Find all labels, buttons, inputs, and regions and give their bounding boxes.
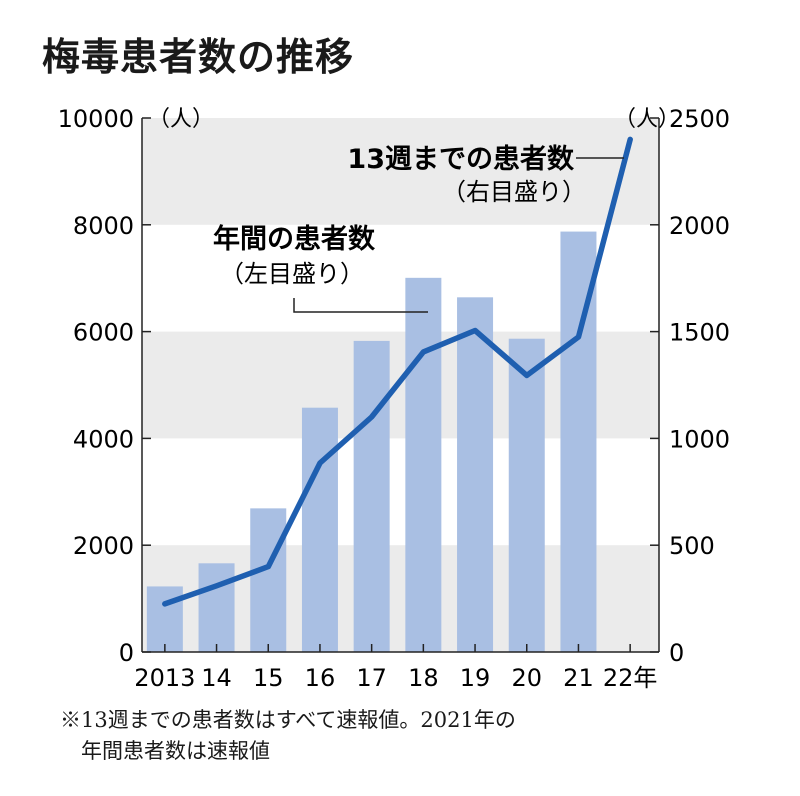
footnote-line-1: ※13週までの患者数はすべて速報値。2021年の	[60, 708, 516, 732]
line-series-label: 13週までの患者数	[347, 144, 575, 175]
bar-series	[146, 231, 597, 653]
right-axis-ticks: 0 500 1000 1500 2000 2500	[650, 105, 730, 667]
left-axis-unit: （人）	[148, 107, 214, 132]
right-axis-unit: （人）	[614, 107, 680, 132]
left-axis-ticks: 0 2000 4000 6000 8000 10000	[58, 105, 151, 667]
x-axis-ticks: 2013 14 15 16 17 18 19 20 21 22年	[134, 644, 657, 692]
chart: 0 2000 4000 6000 8000 10000 0 500 1000 1500 2000 2…	[58, 105, 730, 692]
x-tick-label: 2013	[134, 664, 195, 692]
chart-title: 梅毒患者数の推移	[42, 35, 355, 79]
right-tick-label: 2000	[669, 212, 730, 240]
x-tick-label: 16	[305, 664, 336, 692]
bar-20	[508, 338, 545, 652]
left-tick-label: 6000	[73, 319, 134, 347]
bar-14	[198, 563, 235, 652]
left-tick-label: 8000	[73, 212, 134, 240]
x-tick-label: 14	[201, 664, 232, 692]
right-tick-label: 500	[669, 532, 715, 560]
x-tick-label: 21	[563, 664, 594, 692]
x-tick-label: 19	[460, 664, 491, 692]
bar-2013	[146, 586, 183, 652]
right-tick-label: 1500	[669, 319, 730, 347]
x-tick-label: 15	[253, 664, 284, 692]
band	[142, 118, 659, 225]
callouts: 13週までの患者数 （右目盛り） 年間の患者数 （左目盛り）	[213, 144, 624, 313]
line-series-note: （右目盛り）	[442, 178, 586, 206]
bar-19	[457, 297, 494, 652]
left-tick-label: 2000	[73, 532, 134, 560]
x-tick-label: 20	[511, 664, 542, 692]
footnote-line-2: 年間患者数は速報値	[81, 739, 270, 763]
x-tick-label: 17	[356, 664, 387, 692]
left-tick-label: 0	[119, 639, 134, 667]
bar-16	[301, 407, 338, 652]
footnote: ※13週までの患者数はすべて速報値。2021年の 年間患者数は速報値	[60, 705, 516, 767]
bar-17	[353, 340, 390, 652]
bar-series-note: （左目盛り）	[220, 260, 364, 288]
right-tick-label: 0	[669, 639, 684, 667]
left-tick-label: 10000	[58, 105, 134, 133]
right-tick-label: 1000	[669, 425, 730, 453]
x-tick-label: 22年	[603, 664, 658, 692]
bar-series-label: 年間の患者数	[213, 223, 376, 255]
axes	[141, 118, 660, 653]
left-tick-label: 4000	[73, 425, 134, 453]
bar-15	[250, 508, 287, 652]
bar-18	[405, 277, 442, 652]
right-tick-label: 2500	[669, 105, 730, 133]
bar-callout-leader	[293, 298, 428, 313]
line-series-13-weeks	[162, 136, 633, 607]
x-tick-label: 18	[408, 664, 439, 692]
